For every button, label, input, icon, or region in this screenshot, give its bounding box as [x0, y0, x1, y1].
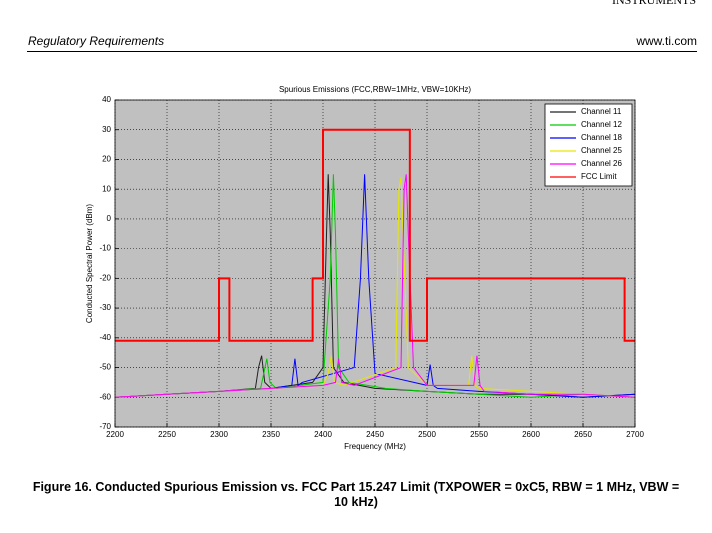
y-axis-label: Conducted Spectral Power (dBm): [85, 204, 94, 324]
y-tick-label: -30: [99, 303, 111, 312]
plot-frame: [114, 99, 636, 428]
legend-label: FCC Limit: [581, 172, 617, 181]
x-tick-label: 2700: [626, 430, 644, 439]
legend-label: Channel 11: [581, 107, 622, 116]
y-tick-label: -50: [99, 363, 111, 372]
x-tick-label: 2300: [210, 430, 228, 439]
legend-label: Channel 18: [581, 133, 622, 142]
x-tick-label: 2350: [262, 430, 280, 439]
x-tick-label: 2600: [522, 430, 540, 439]
figure-caption: Figure 16. Conducted Spurious Emission v…: [32, 480, 680, 509]
x-tick-label: 2250: [158, 430, 176, 439]
y-tick-label: -70: [99, 422, 111, 431]
series-line: [114, 174, 636, 398]
x-axis-label: Frequency (MHz): [344, 442, 406, 451]
x-tick-label: 2500: [418, 430, 436, 439]
website: www.ti.com: [636, 34, 697, 48]
series-line: [114, 174, 636, 398]
legend-label: Channel 26: [581, 159, 622, 168]
y-tick-label: 20: [102, 155, 111, 164]
y-tick-label: 30: [102, 125, 111, 134]
legend-label: Channel 25: [581, 146, 622, 155]
x-tick-label: 2650: [574, 430, 592, 439]
legend-box: [544, 103, 633, 187]
y-tick-label: -60: [99, 392, 111, 401]
x-tick-label: 2400: [314, 430, 332, 439]
series-line: [115, 128, 635, 342]
y-tick-label: 40: [102, 95, 111, 104]
y-tick-label: -20: [99, 273, 111, 282]
section-title: Regulatory Requirements: [28, 34, 165, 48]
header-rule: [27, 51, 697, 52]
y-tick-label: 10: [102, 184, 111, 193]
x-tick-label: 2550: [470, 430, 488, 439]
chart-title: Spurious Emissions (FCC,RBW=1MHz, VBW=10…: [279, 85, 471, 94]
x-tick-label: 2450: [366, 430, 384, 439]
y-tick-label: -40: [99, 333, 111, 342]
x-tick-label: 2200: [106, 430, 124, 439]
series-line: [114, 174, 636, 398]
legend-label: Channel 12: [581, 120, 622, 129]
y-tick-label: -10: [99, 244, 111, 253]
brand: INSTRUMENTS: [611, 0, 696, 7]
y-tick-label: 0: [107, 214, 112, 223]
